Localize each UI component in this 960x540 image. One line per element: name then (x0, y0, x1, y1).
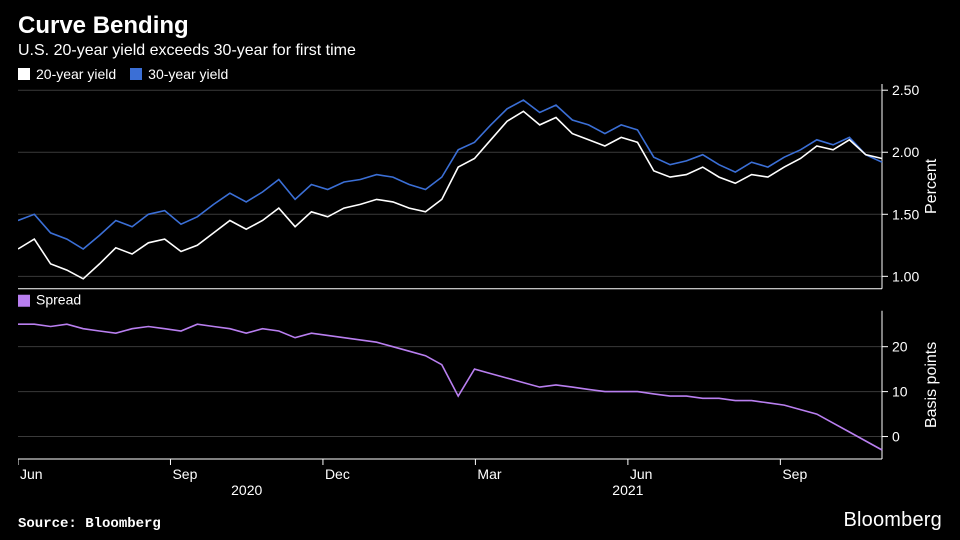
svg-text:Dec: Dec (325, 466, 350, 482)
svg-text:2020: 2020 (231, 482, 262, 498)
svg-text:0: 0 (892, 429, 900, 445)
svg-text:2.00: 2.00 (892, 144, 919, 160)
svg-text:2.50: 2.50 (892, 84, 919, 98)
svg-text:1.00: 1.00 (892, 268, 919, 284)
chart-container: Curve Bending U.S. 20-year yield exceeds… (0, 0, 960, 540)
svg-text:2021: 2021 (612, 482, 643, 498)
svg-text:Mar: Mar (477, 466, 501, 482)
svg-text:10: 10 (892, 384, 908, 400)
legend-label-20y: 20-year yield (36, 66, 116, 82)
svg-text:Sep: Sep (172, 466, 197, 482)
svg-text:Jun: Jun (20, 466, 43, 482)
legend-item-20y: 20-year yield (18, 66, 116, 82)
chart-title: Curve Bending (18, 12, 942, 40)
svg-text:20: 20 (892, 339, 908, 355)
source-label: Source: Bloomberg (18, 516, 161, 532)
chart-svg: 1.00 1.50 2.00 2.50 Percent Spread 0 10 20 Basis … (18, 84, 942, 505)
legend-item-30y: 30-year yield (130, 66, 228, 82)
svg-text:Basis points: Basis points (923, 342, 940, 428)
legend-top: 20-year yield 30-year yield (18, 66, 942, 82)
brand-label: Bloomberg (843, 509, 942, 532)
legend-label-30y: 30-year yield (148, 66, 228, 82)
swatch-20y (18, 68, 30, 80)
svg-text:1.50: 1.50 (892, 206, 919, 222)
chart-subtitle: U.S. 20-year yield exceeds 30-year for f… (18, 42, 942, 60)
svg-text:Jun: Jun (630, 466, 653, 482)
svg-text:Sep: Sep (782, 466, 807, 482)
svg-text:Percent: Percent (923, 158, 940, 214)
footer: Source: Bloomberg Bloomberg (18, 509, 942, 532)
chart-panels: 1.00 1.50 2.00 2.50 Percent Spread 0 10 20 Basis … (18, 84, 942, 505)
svg-text:Spread: Spread (36, 292, 81, 308)
swatch-30y (130, 68, 142, 80)
